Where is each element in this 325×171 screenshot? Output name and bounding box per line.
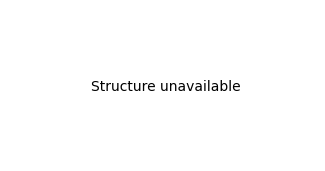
Text: Structure unavailable: Structure unavailable	[91, 80, 241, 94]
